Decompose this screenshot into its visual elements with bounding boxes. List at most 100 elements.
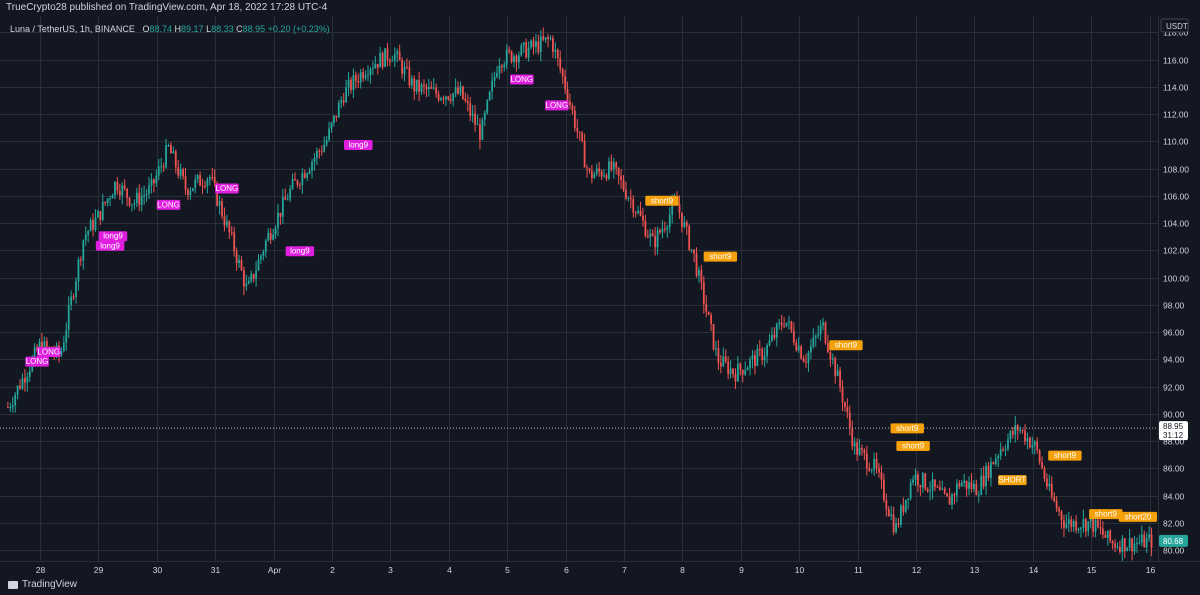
candle-body	[65, 329, 68, 343]
candle-body	[552, 38, 554, 52]
candle-body	[924, 473, 927, 489]
candle-body	[936, 486, 939, 488]
time-axis[interactable]: 28 29 30 31 Apr 2 3 4 5 6 7 8 9 10 11 12 13 14 15 16	[0, 561, 1200, 578]
candle-body	[844, 402, 846, 408]
candle-body	[179, 169, 182, 176]
candle-body	[454, 87, 457, 94]
candle-body	[719, 362, 722, 367]
signal-label-short9: short9	[1054, 451, 1077, 460]
candle-body	[559, 58, 562, 70]
candle-body	[931, 479, 934, 491]
candle-body	[406, 66, 408, 68]
brand-name: TradingView	[22, 579, 78, 590]
candle-body	[1087, 521, 1090, 532]
candle-body	[374, 63, 377, 68]
candle-body	[663, 228, 666, 230]
price-tick-label: 96.00	[1163, 328, 1185, 338]
candle-body	[320, 151, 323, 153]
candle-body	[488, 91, 491, 101]
candle-body	[1109, 530, 1112, 542]
candle-body	[1092, 517, 1095, 532]
candle-body	[1063, 520, 1065, 528]
candle-body	[870, 469, 873, 471]
signal-label-bg	[1089, 509, 1123, 520]
candle-body	[595, 168, 598, 175]
candle-body	[114, 181, 116, 196]
price-tick-label: 114.00	[1163, 83, 1189, 93]
candle-body	[1038, 450, 1041, 463]
candle-body	[539, 36, 542, 53]
candle-body	[298, 184, 301, 186]
candle-body	[1011, 431, 1014, 435]
candle-body	[576, 127, 579, 132]
candle-body	[839, 370, 841, 387]
candle-body	[722, 356, 725, 367]
tradingview-logo[interactable]: TradingView	[8, 579, 77, 590]
candle-body	[104, 201, 107, 204]
candle-body	[513, 56, 515, 62]
candle-body	[131, 204, 133, 206]
candle-body	[1089, 517, 1092, 522]
candle-body	[345, 87, 348, 103]
candle-body	[627, 198, 630, 200]
candle-body	[284, 197, 287, 200]
candle-body	[994, 458, 997, 465]
time-tick-label: 8	[680, 565, 685, 575]
time-tick-label: 9	[739, 565, 744, 575]
signal-label-long: LONG	[26, 357, 49, 366]
candle-body	[736, 363, 739, 382]
candlestick-chart[interactable]: LONGLONGlong9long9LONGLONGlong9long9LONG…	[0, 16, 1200, 578]
candle-body	[1140, 534, 1143, 543]
candle-body	[1138, 542, 1141, 544]
candle-body	[620, 176, 622, 181]
candle-body	[912, 479, 914, 483]
candle-body	[685, 222, 688, 227]
signal-label-bg	[829, 340, 863, 351]
signal-label-bg	[645, 195, 679, 206]
candle-body	[133, 202, 136, 205]
time-tick-label: 28	[36, 565, 46, 575]
change-value: +0.20 (+0.23%)	[267, 24, 330, 34]
candle-body	[797, 346, 800, 351]
candle-body	[82, 240, 85, 261]
candle-body	[97, 211, 99, 218]
candle-body	[569, 101, 571, 106]
candle-body	[938, 486, 941, 490]
candle-body	[1021, 429, 1024, 431]
candle-body	[861, 447, 863, 450]
candle-body	[751, 355, 754, 360]
candle-body	[863, 449, 866, 454]
candle-body	[749, 359, 751, 368]
candle-body	[702, 281, 705, 305]
candle-body	[201, 185, 204, 187]
candle-body	[505, 49, 508, 65]
candle-body	[170, 145, 172, 154]
candle-body	[267, 232, 270, 241]
signal-label-long9: long9	[290, 247, 310, 256]
candle-body	[656, 230, 659, 248]
candle-body	[437, 93, 440, 100]
candle-body	[1072, 521, 1075, 527]
candle-body	[766, 345, 768, 356]
chart-area[interactable]: LONG LONG long9 long9 LONG LONG long9 long9 LONG…	[0, 16, 1200, 578]
candle-body	[291, 179, 294, 189]
candle-body	[277, 212, 279, 229]
candle-body	[45, 340, 48, 348]
candle-body	[739, 363, 742, 370]
time-tick-label: 2	[330, 565, 335, 575]
symbol-legend[interactable]: Luna / TetherUS, 1h, BINANCE O88.74 H89.…	[10, 24, 330, 34]
signal-label-bg	[285, 246, 315, 257]
currency-tag	[1160, 18, 1189, 33]
candle-body	[1119, 546, 1121, 553]
candle-body	[841, 386, 844, 403]
signal-label-short9: short9	[835, 341, 858, 350]
price-tick-label: 116.00	[1163, 56, 1189, 66]
candle-body	[1099, 527, 1102, 529]
candle-body	[771, 334, 773, 341]
candle-body	[1033, 441, 1036, 446]
signal-label-short9: short9	[709, 252, 732, 261]
candle-body	[87, 231, 90, 235]
candle-body	[710, 314, 713, 324]
candle-body	[148, 185, 150, 194]
price-axis[interactable]: 80.00 82.00 84.00 86.00 88.00 90.00 92.00 94.00…	[1158, 16, 1200, 578]
